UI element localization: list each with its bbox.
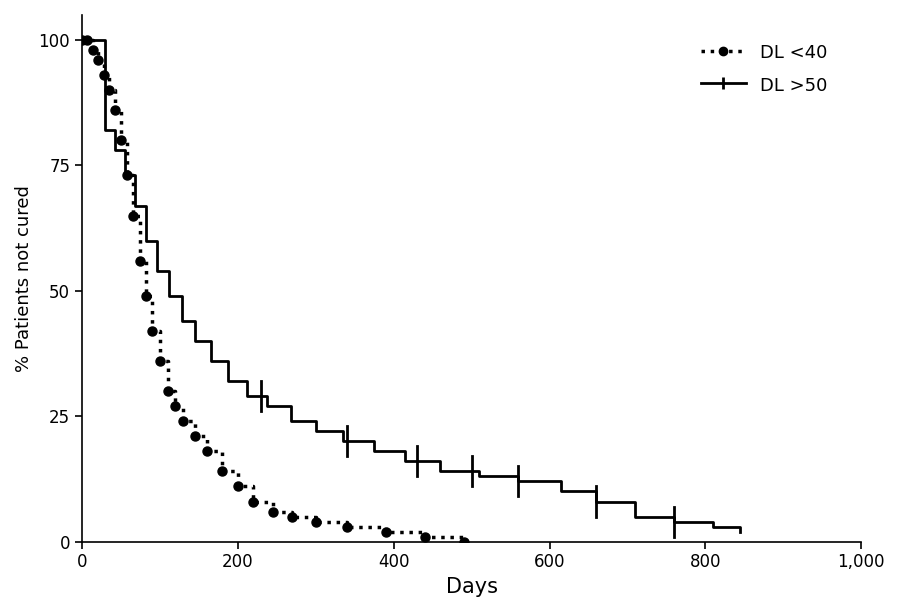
Legend: DL <40, DL >50: DL <40, DL >50 bbox=[691, 34, 837, 103]
X-axis label: Days: Days bbox=[446, 577, 498, 597]
Y-axis label: % Patients not cured: % Patients not cured bbox=[15, 185, 33, 371]
